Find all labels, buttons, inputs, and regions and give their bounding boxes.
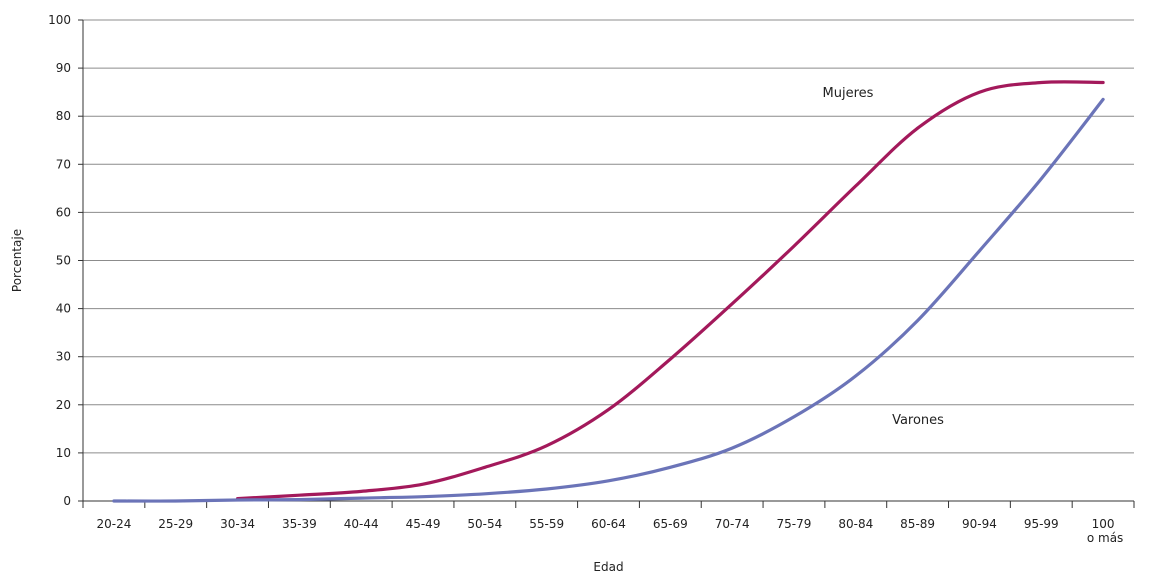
gridlines (83, 19, 1134, 454)
y-tick-label: 70 (56, 157, 71, 171)
x-tick-label: 45-49 (406, 517, 441, 531)
y-axis-title: Porcentaje (10, 229, 24, 292)
series-lines (112, 80, 1105, 503)
y-tick-label: 80 (56, 109, 71, 123)
x-tick-label: 80-84 (838, 517, 873, 531)
x-tick-label: 55-59 (529, 517, 564, 531)
x-tick-label: 75-79 (777, 517, 812, 531)
y-tick-labels: 0 10 20 30 40 50 60 70 80 90 100 (48, 13, 71, 508)
axes (78, 19, 1135, 508)
x-tick-label: 20-24 (96, 517, 131, 531)
y-tick-label: 60 (56, 205, 71, 219)
x-tick-label: 65-69 (653, 517, 688, 531)
series-label-mujeres: Mujeres (823, 86, 874, 101)
x-tick-label: 95-99 (1024, 517, 1059, 531)
x-tick-label: 40-44 (344, 517, 379, 531)
x-tick-label: 90-94 (962, 517, 997, 531)
series-labels: Mujeres Varones (823, 86, 945, 428)
x-tick-label: 85-89 (900, 517, 935, 531)
x-tick-label: o más (1087, 531, 1123, 545)
series-line-varones (112, 97, 1105, 503)
x-tick-label: 35-39 (282, 517, 317, 531)
x-tick-label: 60-64 (591, 517, 626, 531)
y-tick-label: 10 (56, 446, 71, 460)
x-tick-label: 25-29 (158, 517, 193, 531)
y-tick-label: 0 (63, 494, 71, 508)
series-line-mujeres (236, 80, 1105, 501)
y-tick-label: 100 (48, 13, 71, 27)
x-tick-label: 70-74 (715, 517, 750, 531)
y-tick-label: 50 (56, 254, 71, 268)
x-tick-label: 100 (1092, 517, 1115, 531)
y-tick-label: 40 (56, 302, 71, 316)
series-label-varones: Varones (892, 413, 944, 428)
y-tick-label: 20 (56, 398, 71, 412)
y-tick-label: 90 (56, 61, 71, 75)
x-tick-label: 30-34 (220, 517, 255, 531)
x-tick-label: 50-54 (467, 517, 502, 531)
x-tick-labels: 20-24 25-29 30-34 35-39 40-44 45-49 50-54 55-59… (96, 517, 1123, 545)
x-axis-title: Edad (593, 560, 623, 574)
y-tick-label: 30 (56, 350, 71, 364)
